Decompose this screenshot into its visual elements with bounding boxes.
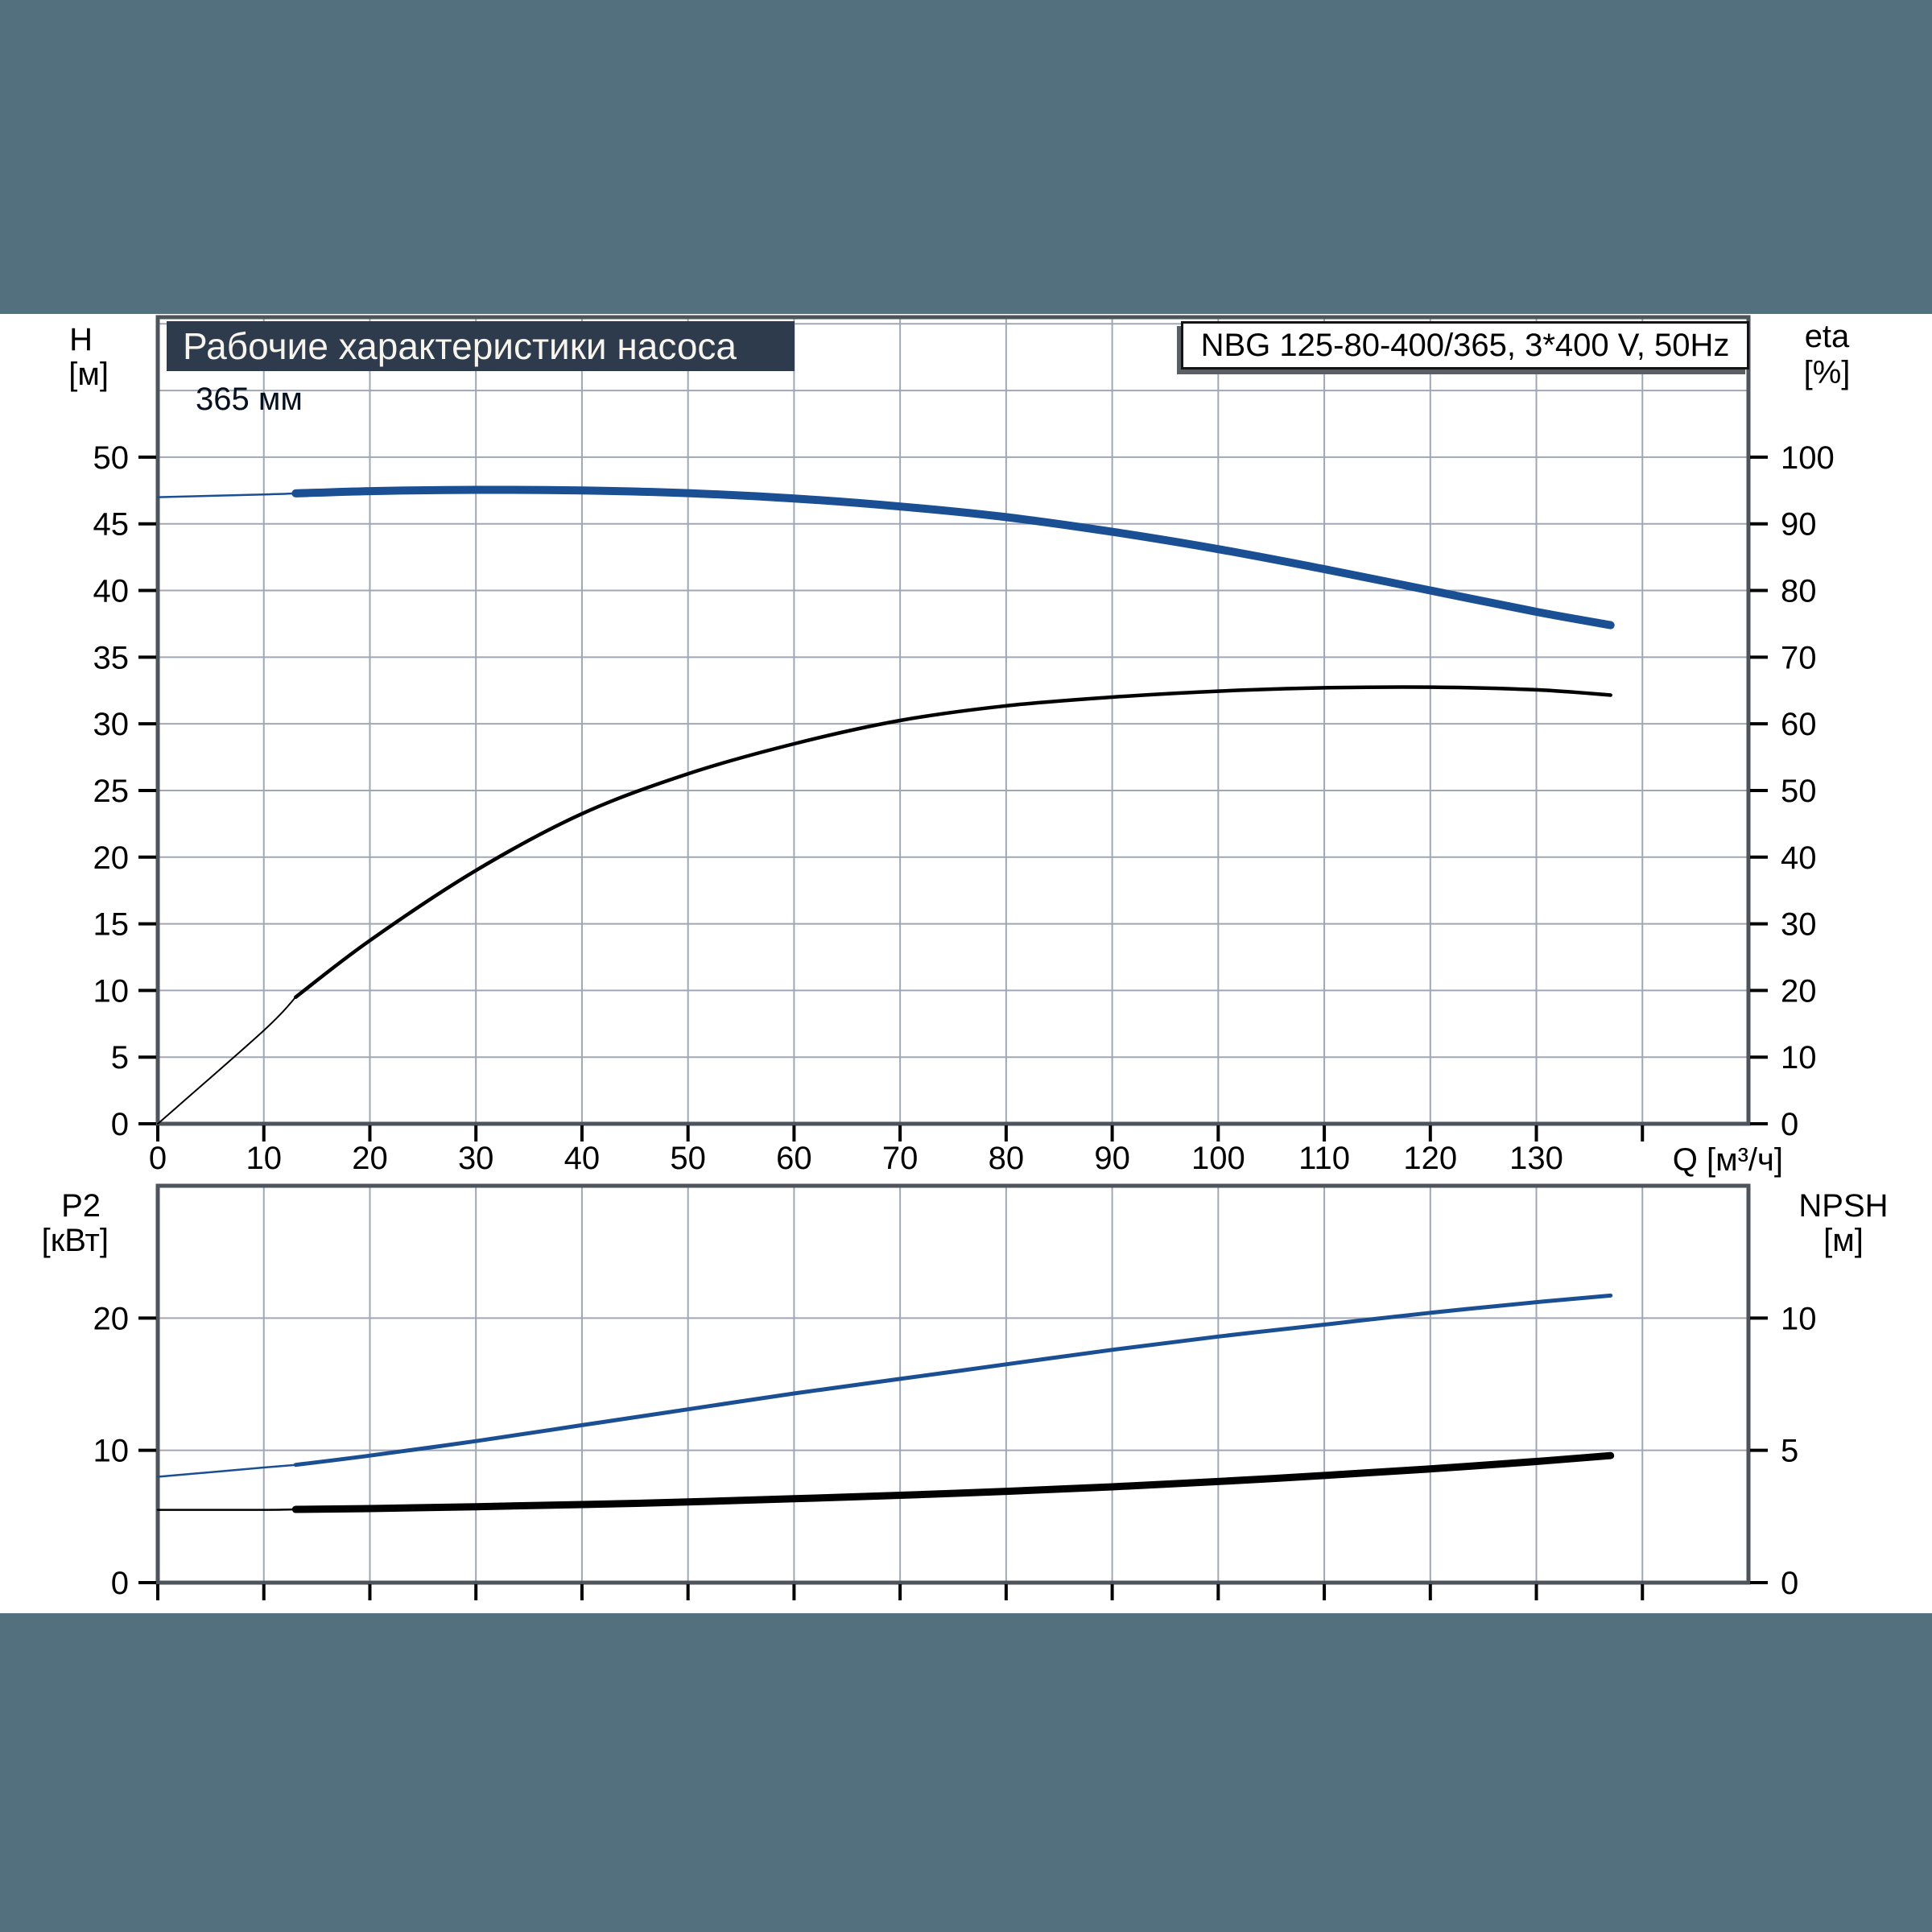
eta-axis-name: eta [1804, 319, 1850, 354]
tick-label: 20 [352, 1141, 388, 1176]
tick-label: 20 [93, 840, 130, 876]
tick-label: 5 [1781, 1434, 1798, 1469]
pump-model-label: NBG 125-80-400/365, 3*400 V, 50Hz [1200, 328, 1730, 363]
tick-label: 110 [1298, 1141, 1350, 1176]
tick-label: 0 [111, 1566, 129, 1601]
tick-label: 0 [1781, 1107, 1798, 1142]
tick-label: 40 [1781, 840, 1817, 876]
h-axis-unit: [м] [68, 357, 109, 392]
chart-title: Рабочие характеристики насоса [183, 325, 737, 367]
npsh-axis-name: NPSH [1798, 1188, 1889, 1224]
chart-title-bar: Рабочие характеристики насоса [167, 321, 795, 371]
curve-p2-curve [156, 1293, 1613, 1478]
tick-label: 30 [93, 707, 130, 742]
tick-label: 35 [93, 640, 130, 675]
tick-label: 60 [1781, 707, 1817, 742]
tick-label: 70 [1781, 640, 1817, 675]
curve-head-curve-365mm [156, 485, 1615, 630]
q-axis-label: Q [м³/ч] [1672, 1142, 1783, 1178]
tick-label: 120 [1403, 1141, 1457, 1176]
tick-label: 100 [1781, 440, 1835, 476]
tick-label: 130 [1509, 1141, 1563, 1176]
chart-0-ticks: 0 5 10 15 20 25 30 35 40 45 50 0 10 20 30 40 50 60 70 80 90 1… [93, 440, 1835, 1176]
tick-label: 100 [1191, 1141, 1245, 1176]
tick-label: 20 [93, 1301, 130, 1336]
tick-label: 50 [670, 1141, 706, 1176]
npsh-axis-unit: [м] [1823, 1223, 1864, 1258]
tick-label: 10 [93, 1434, 130, 1469]
tick-label: 0 [111, 1107, 129, 1142]
tick-label: 30 [1781, 907, 1817, 943]
tick-label: 15 [93, 907, 130, 943]
tick-label: 80 [1781, 574, 1817, 609]
tick-label: 0 [1781, 1566, 1798, 1601]
tick-label: 0 [149, 1141, 167, 1176]
tick-label: 25 [93, 774, 130, 809]
impeller-diameter-label: 365 мм [196, 382, 303, 417]
tick-label: 45 [93, 507, 130, 543]
tick-label: 40 [564, 1141, 601, 1176]
tick-label: 90 [1094, 1141, 1130, 1176]
tick-label: 70 [882, 1141, 919, 1176]
curve-npsh-curve [156, 1451, 1615, 1513]
chart-panel [0, 314, 1932, 1613]
tick-label: 50 [1781, 774, 1817, 809]
chart-1-border [155, 1183, 1751, 1585]
tick-label: 60 [776, 1141, 812, 1176]
tick-label: 10 [93, 973, 130, 1009]
tick-label: 80 [989, 1141, 1025, 1176]
p2-axis-unit: [кВт] [41, 1223, 109, 1258]
chart-0-border [155, 315, 1751, 1126]
tick-label: 20 [1781, 973, 1817, 1009]
chart-1-ticks: 0 10 20 0 5 10 [93, 1301, 1817, 1601]
tick-label: 30 [458, 1141, 494, 1176]
h-axis-name: H [69, 322, 93, 357]
chart-0-grid [158, 317, 1748, 1124]
tick-label: 10 [1781, 1040, 1817, 1075]
tick-label: 10 [1781, 1301, 1817, 1336]
tick-label: 90 [1781, 507, 1817, 543]
tick-label: 5 [111, 1040, 129, 1075]
chart-1-grid [158, 1186, 1748, 1583]
tick-label: 40 [93, 574, 130, 609]
tick-label: 50 [93, 440, 130, 476]
eta-axis-unit: [%] [1803, 355, 1851, 390]
p2-axis-name: P2 [61, 1188, 101, 1224]
tick-label: 10 [246, 1141, 282, 1176]
curve-efficiency-curve [157, 685, 1612, 1125]
pump-model-box: NBG 125-80-400/365, 3*400 V, 50Hz [1181, 321, 1749, 369]
